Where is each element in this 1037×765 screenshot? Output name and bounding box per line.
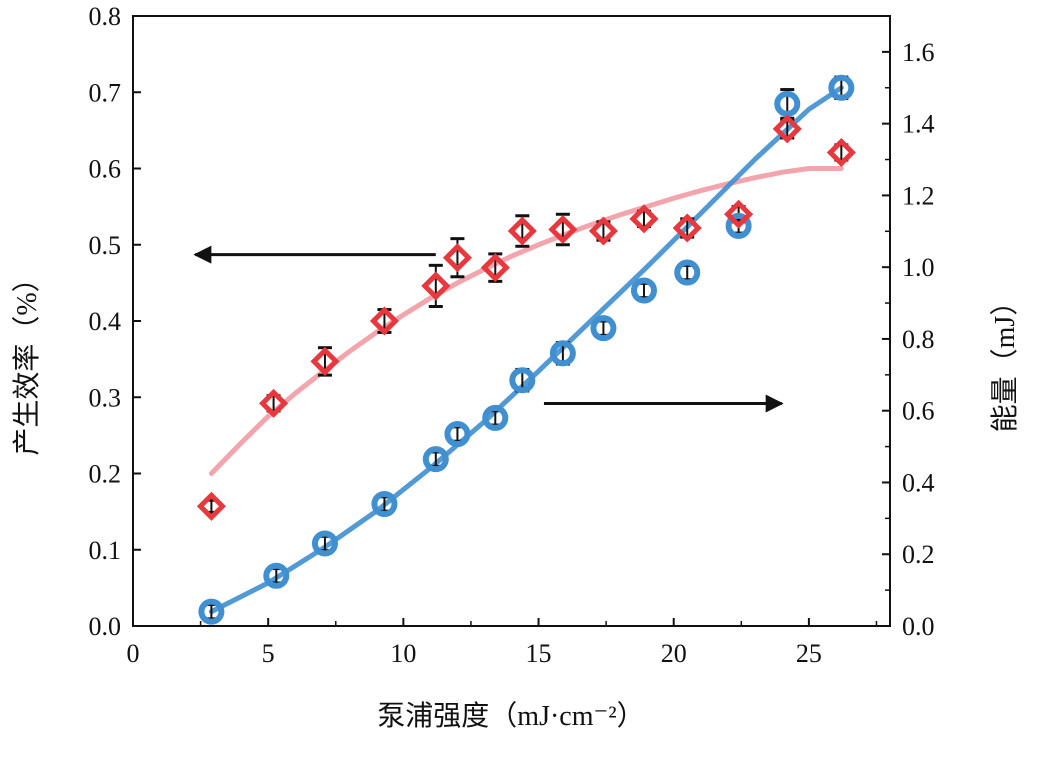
circle-point — [263, 562, 290, 589]
series-efficiency — [196, 114, 856, 521]
y-left-tick-label: 0.8 — [89, 2, 122, 31]
y-left-tick-label: 0.3 — [89, 383, 122, 412]
y-right-tick-label: 1.0 — [902, 253, 935, 282]
diamond-point — [480, 253, 510, 283]
diamond-point — [672, 213, 702, 243]
y-right-tick-label: 0.2 — [902, 540, 935, 569]
circle-point — [549, 340, 576, 367]
diamond-point — [772, 114, 802, 144]
y-left-tick-label: 0.7 — [89, 78, 122, 107]
y-left-axis-label: 产生效率（%） — [11, 264, 43, 455]
x-tick-label: 25 — [796, 639, 822, 668]
fit-curves — [208, 85, 844, 615]
y-right-axis-ticks: 0.0 0.2 0.4 0.6 0.8 1.0 1.2 1.4 1.6 — [882, 15, 935, 641]
y-left-tick-label: 0.5 — [89, 231, 122, 260]
diamond-point — [548, 214, 578, 245]
y-left-axis-ticks: 0.0 0.1 0.2 0.3 0.4 0.5 0.6 0.7 0.8 — [89, 2, 141, 641]
diamond-point — [259, 388, 289, 418]
y-right-tick-label: 0.8 — [902, 325, 935, 354]
x-tick-label: 10 — [390, 639, 416, 668]
diamond-point — [724, 199, 754, 229]
diamond-point — [442, 243, 472, 273]
y-left-tick-label: 0.4 — [89, 307, 122, 336]
circle-point — [674, 259, 701, 286]
y-right-tick-label: 0.0 — [902, 612, 935, 641]
circle-point — [444, 421, 471, 448]
diamond-point — [826, 137, 856, 168]
circle-point — [311, 530, 338, 557]
diamond-point — [196, 491, 226, 521]
y-left-tick-label: 0.1 — [89, 536, 122, 565]
circle-point — [482, 404, 509, 431]
series-energy — [198, 74, 855, 625]
x-tick-label: 0 — [127, 639, 140, 668]
x-axis-ticks: 0 5 10 15 20 25 — [127, 618, 878, 668]
diamond-point — [588, 216, 618, 246]
circle-point — [725, 212, 752, 239]
y-right-tick-label: 1.4 — [902, 110, 935, 139]
x-axis-label: 泵浦强度（mJ·cm⁻²） — [377, 700, 644, 732]
y-left-tick-label: 0.0 — [89, 612, 122, 641]
y-right-tick-label: 0.6 — [902, 397, 935, 426]
circle-point — [630, 277, 657, 304]
y-right-axis-label: 能量（mJ） — [989, 288, 1021, 433]
y-left-tick-label: 0.6 — [89, 155, 122, 184]
diamond-point — [421, 271, 451, 301]
y-right-tick-label: 0.4 — [902, 468, 935, 497]
error-bars — [204, 75, 849, 621]
y-right-tick-label: 1.6 — [902, 38, 935, 67]
diamond-point — [369, 306, 399, 336]
circle-point — [828, 74, 855, 101]
direction-arrows — [193, 245, 784, 413]
y-right-tick-label: 1.2 — [902, 181, 935, 210]
fit-curve-right — [208, 85, 844, 615]
x-tick-label: 15 — [526, 639, 552, 668]
circle-point — [509, 367, 536, 394]
circle-point — [371, 491, 398, 517]
circle-point — [198, 598, 225, 625]
x-tick-label: 20 — [661, 639, 687, 668]
diamond-point — [507, 216, 537, 246]
diamond-point — [629, 204, 659, 234]
x-tick-label: 5 — [262, 639, 275, 668]
y-left-tick-label: 0.2 — [89, 460, 122, 489]
circle-point — [590, 315, 617, 342]
diamond-point — [310, 346, 340, 376]
circle-point — [422, 446, 449, 473]
circle-point — [774, 90, 801, 117]
